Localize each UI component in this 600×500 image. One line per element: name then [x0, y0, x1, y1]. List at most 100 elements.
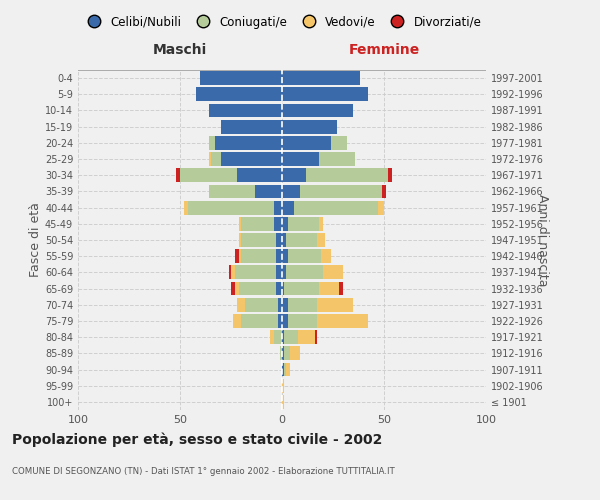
- Bar: [237, 298, 245, 312]
- Bar: [282, 104, 353, 118]
- Bar: [288, 314, 317, 328]
- Bar: [284, 362, 286, 376]
- Bar: [235, 266, 276, 280]
- Bar: [235, 250, 239, 263]
- Bar: [286, 233, 317, 247]
- Bar: [278, 314, 282, 328]
- Bar: [184, 200, 188, 214]
- Bar: [331, 136, 347, 149]
- Bar: [282, 233, 286, 247]
- Bar: [319, 217, 323, 230]
- Bar: [241, 314, 278, 328]
- Bar: [274, 330, 282, 344]
- Bar: [388, 168, 392, 182]
- Bar: [282, 120, 337, 134]
- Bar: [301, 184, 382, 198]
- Bar: [209, 184, 256, 198]
- Bar: [282, 395, 284, 409]
- Bar: [284, 346, 290, 360]
- Bar: [209, 152, 211, 166]
- Bar: [256, 184, 282, 198]
- Bar: [282, 298, 288, 312]
- Bar: [282, 168, 307, 182]
- Bar: [239, 282, 276, 296]
- Bar: [215, 136, 282, 149]
- Bar: [221, 152, 282, 166]
- Bar: [317, 298, 353, 312]
- Y-axis label: Anni di nascita: Anni di nascita: [536, 194, 549, 286]
- Bar: [276, 282, 282, 296]
- Bar: [378, 200, 384, 214]
- Bar: [319, 152, 355, 166]
- Bar: [221, 120, 282, 134]
- Bar: [314, 330, 317, 344]
- Bar: [276, 233, 282, 247]
- Bar: [284, 330, 298, 344]
- Text: Femmine: Femmine: [349, 43, 419, 57]
- Bar: [282, 136, 331, 149]
- Bar: [321, 250, 331, 263]
- Bar: [282, 184, 301, 198]
- Bar: [229, 266, 231, 280]
- Bar: [282, 250, 288, 263]
- Bar: [200, 71, 282, 85]
- Bar: [282, 330, 284, 344]
- Legend: Celibi/Nubili, Coniugati/e, Vedovi/e, Divorziati/e: Celibi/Nubili, Coniugati/e, Vedovi/e, Di…: [78, 11, 486, 34]
- Bar: [188, 200, 274, 214]
- Bar: [276, 266, 282, 280]
- Bar: [282, 314, 288, 328]
- Bar: [298, 330, 314, 344]
- Bar: [211, 152, 221, 166]
- Text: Popolazione per età, sesso e stato civile - 2002: Popolazione per età, sesso e stato civil…: [12, 432, 382, 447]
- Bar: [180, 168, 237, 182]
- Bar: [282, 200, 294, 214]
- Bar: [276, 250, 282, 263]
- Bar: [176, 168, 180, 182]
- Bar: [282, 362, 284, 376]
- Bar: [307, 168, 388, 182]
- Bar: [233, 314, 241, 328]
- Bar: [282, 152, 319, 166]
- Bar: [317, 233, 325, 247]
- Bar: [284, 282, 319, 296]
- Bar: [282, 346, 284, 360]
- Bar: [270, 330, 274, 344]
- Bar: [280, 346, 282, 360]
- Bar: [339, 282, 343, 296]
- Bar: [245, 298, 278, 312]
- Bar: [209, 136, 215, 149]
- Y-axis label: Fasce di età: Fasce di età: [29, 202, 42, 278]
- Bar: [239, 250, 241, 263]
- Bar: [278, 298, 282, 312]
- Text: Maschi: Maschi: [153, 43, 207, 57]
- Bar: [288, 298, 317, 312]
- Bar: [231, 266, 235, 280]
- Bar: [323, 266, 343, 280]
- Bar: [317, 314, 368, 328]
- Bar: [237, 168, 282, 182]
- Bar: [209, 104, 282, 118]
- Bar: [294, 200, 378, 214]
- Bar: [196, 88, 282, 101]
- Bar: [319, 282, 339, 296]
- Bar: [239, 233, 241, 247]
- Bar: [274, 217, 282, 230]
- Bar: [286, 266, 323, 280]
- Bar: [274, 200, 282, 214]
- Bar: [282, 217, 288, 230]
- Bar: [286, 362, 290, 376]
- Bar: [241, 233, 276, 247]
- Bar: [282, 379, 284, 392]
- Bar: [282, 266, 286, 280]
- Bar: [231, 282, 235, 296]
- Text: COMUNE DI SEGONZANO (TN) - Dati ISTAT 1° gennaio 2002 - Elaborazione TUTTITALIA.: COMUNE DI SEGONZANO (TN) - Dati ISTAT 1°…: [12, 468, 395, 476]
- Bar: [241, 250, 276, 263]
- Bar: [241, 217, 274, 230]
- Bar: [282, 71, 359, 85]
- Bar: [288, 250, 321, 263]
- Bar: [382, 184, 386, 198]
- Bar: [282, 88, 368, 101]
- Bar: [282, 282, 284, 296]
- Bar: [235, 282, 239, 296]
- Bar: [239, 217, 241, 230]
